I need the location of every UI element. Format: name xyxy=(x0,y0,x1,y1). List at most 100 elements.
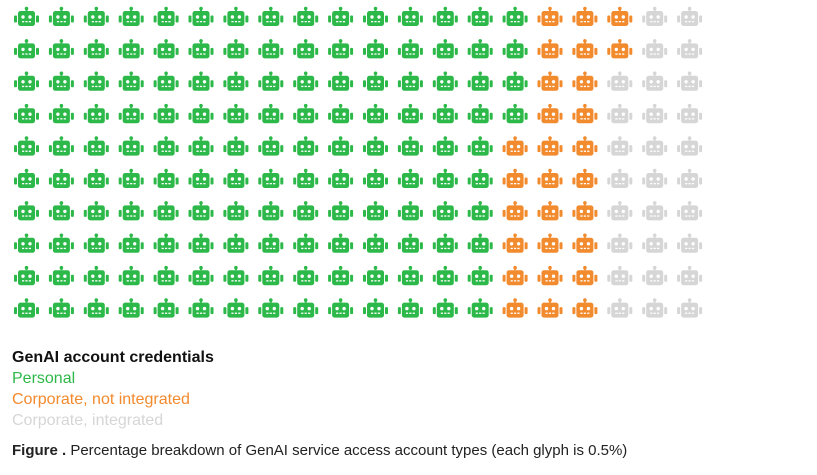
robot-glyph xyxy=(14,103,39,124)
robot-glyph xyxy=(537,103,563,124)
legend-item-corporate-integrated: Corporate, integrated xyxy=(12,412,164,429)
robot-glyph xyxy=(258,201,284,221)
robot-glyph xyxy=(328,39,354,59)
robot-glyph xyxy=(118,201,144,221)
robot-glyph xyxy=(223,298,249,318)
robot-glyph xyxy=(572,71,598,91)
robot-glyph xyxy=(677,298,703,318)
waffle-chart xyxy=(14,6,703,318)
robot-glyph xyxy=(328,168,354,188)
robot-glyph xyxy=(502,233,528,253)
robot-glyph xyxy=(397,233,423,253)
robot-glyph xyxy=(188,233,214,253)
robot-glyph xyxy=(677,201,703,221)
robot-glyph xyxy=(363,233,388,253)
robot-glyph xyxy=(363,265,388,286)
robot-glyph xyxy=(607,6,633,26)
robot-glyph xyxy=(467,136,493,156)
robot-glyph xyxy=(83,39,109,59)
robot-glyph xyxy=(328,265,354,286)
robot-glyph xyxy=(14,201,39,221)
robot-glyph xyxy=(118,71,144,91)
robot-glyph xyxy=(153,136,179,156)
robot-glyph xyxy=(607,298,633,318)
robot-glyph xyxy=(397,168,423,188)
robot-glyph xyxy=(118,298,144,318)
robot-glyph xyxy=(502,103,528,124)
robot-glyph xyxy=(363,298,388,318)
robot-glyph xyxy=(502,39,528,59)
robot-glyph xyxy=(153,233,179,253)
robot-glyph xyxy=(397,298,423,318)
figure-caption: Figure . Percentage breakdown of GenAI s… xyxy=(12,442,627,459)
robot-glyph xyxy=(328,136,354,156)
robot-glyph xyxy=(607,233,633,253)
robot-glyph xyxy=(153,6,179,26)
robot-glyph xyxy=(432,39,458,59)
robot-glyph xyxy=(223,71,249,91)
robot-glyph xyxy=(223,168,249,188)
robot-glyph xyxy=(293,201,319,221)
robot-glyph xyxy=(502,201,528,221)
robot-glyph xyxy=(607,201,633,221)
robot-glyph xyxy=(607,265,633,286)
robot-glyph xyxy=(432,71,458,91)
robot-glyph xyxy=(14,136,39,156)
robot-glyph xyxy=(83,233,109,253)
robot-glyph xyxy=(153,265,179,286)
robot-glyph xyxy=(467,298,493,318)
robot-glyph xyxy=(188,71,214,91)
robot-glyph xyxy=(363,6,388,26)
robot-glyph xyxy=(677,103,703,124)
robot-glyph xyxy=(642,298,668,318)
robot-glyph xyxy=(572,233,598,253)
robot-glyph xyxy=(432,6,458,26)
robot-glyph xyxy=(153,71,179,91)
robot-glyph xyxy=(572,6,598,26)
robot-glyph xyxy=(14,233,39,253)
robot-glyph xyxy=(48,39,74,59)
robot-glyph xyxy=(48,136,74,156)
robot-glyph xyxy=(642,136,668,156)
robot-glyph xyxy=(502,136,528,156)
robot-glyph xyxy=(363,71,388,91)
robot-glyph xyxy=(607,71,633,91)
robot-glyph xyxy=(432,201,458,221)
robot-glyph xyxy=(223,265,249,286)
robot-glyph xyxy=(223,233,249,253)
robot-glyph xyxy=(258,39,284,59)
robot-glyph xyxy=(677,233,703,253)
robot-glyph xyxy=(188,298,214,318)
robot-glyph xyxy=(607,39,633,59)
robot-glyph xyxy=(467,201,493,221)
robot-glyph xyxy=(258,168,284,188)
robot-glyph xyxy=(502,6,528,26)
robot-glyph xyxy=(83,201,109,221)
robot-glyph xyxy=(363,103,388,124)
robot-glyph xyxy=(223,136,249,156)
robot-glyph xyxy=(258,298,284,318)
robot-glyph xyxy=(502,71,528,91)
robot-glyph xyxy=(14,6,39,26)
robot-glyph xyxy=(48,103,74,124)
robot-glyph xyxy=(467,6,493,26)
robot-glyph xyxy=(328,71,354,91)
robot-glyph xyxy=(467,103,493,124)
robot-glyph xyxy=(14,265,39,286)
robot-glyph xyxy=(363,136,388,156)
robot-glyph xyxy=(572,136,598,156)
robot-glyph xyxy=(328,6,354,26)
robot-glyph xyxy=(607,168,633,188)
robot-glyph xyxy=(328,201,354,221)
robot-glyph xyxy=(363,201,388,221)
robot-glyph xyxy=(293,39,319,59)
robot-glyph xyxy=(328,103,354,124)
robot-glyph xyxy=(48,265,74,286)
robot-glyph xyxy=(223,6,249,26)
robot-glyph xyxy=(293,265,319,286)
robot-glyph xyxy=(83,298,109,318)
robot-glyph xyxy=(677,168,703,188)
robot-glyph xyxy=(83,136,109,156)
robot-glyph xyxy=(642,168,668,188)
robot-glyph xyxy=(48,298,74,318)
